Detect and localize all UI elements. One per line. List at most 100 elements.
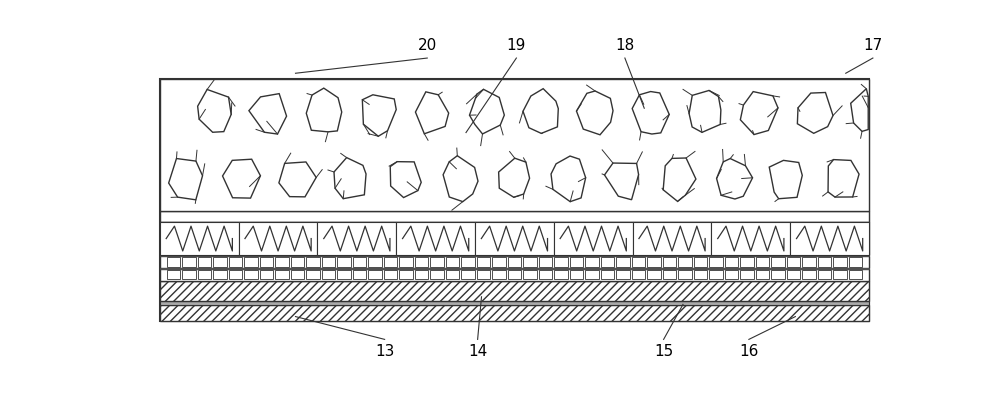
Bar [275, 270, 289, 279]
Bar [756, 270, 769, 279]
Bar [477, 270, 490, 279]
Bar [384, 270, 397, 279]
Bar [492, 270, 506, 279]
Bar [601, 257, 614, 267]
Bar [539, 257, 552, 267]
Bar [399, 257, 413, 267]
Bar [229, 257, 242, 267]
Bar [585, 257, 599, 267]
Bar [306, 257, 320, 267]
Bar [647, 270, 661, 279]
Bar [647, 257, 661, 267]
Bar [787, 270, 800, 279]
Text: 19: 19 [507, 38, 526, 53]
Bar [616, 270, 630, 279]
Bar [632, 270, 645, 279]
Text: 13: 13 [375, 344, 394, 359]
Bar [446, 270, 459, 279]
Bar [399, 270, 413, 279]
Text: 16: 16 [739, 344, 759, 359]
Bar [475, 222, 554, 255]
Text: 14: 14 [468, 344, 487, 359]
Bar [740, 270, 754, 279]
Bar [167, 257, 180, 267]
Bar [678, 270, 692, 279]
Bar [833, 257, 847, 267]
Bar [322, 270, 335, 279]
Bar [213, 270, 227, 279]
Bar [160, 255, 869, 256]
Bar [446, 257, 459, 267]
Bar [802, 257, 816, 267]
Bar [198, 270, 211, 279]
Bar [160, 268, 869, 269]
Text: 18: 18 [615, 38, 635, 53]
Bar [740, 257, 754, 267]
Bar [756, 257, 769, 267]
Bar [461, 257, 475, 267]
Bar [291, 257, 304, 267]
Bar [818, 257, 831, 267]
Bar [694, 270, 707, 279]
Bar [160, 256, 869, 268]
Bar [275, 257, 289, 267]
Bar [160, 79, 869, 211]
Bar [570, 270, 583, 279]
Bar [182, 257, 196, 267]
Bar [384, 257, 397, 267]
Bar [771, 257, 785, 267]
Bar [818, 270, 831, 279]
Text: 15: 15 [654, 344, 673, 359]
Bar [802, 270, 816, 279]
Bar [322, 257, 335, 267]
Bar [663, 270, 676, 279]
Bar [260, 270, 273, 279]
Bar [160, 301, 869, 305]
Bar [415, 257, 428, 267]
Bar [725, 270, 738, 279]
Bar [833, 270, 847, 279]
Bar [244, 257, 258, 267]
Bar [160, 305, 869, 321]
Bar [213, 257, 227, 267]
Bar [260, 257, 273, 267]
Bar [337, 270, 351, 279]
Bar [709, 270, 723, 279]
Bar [368, 270, 382, 279]
Bar [229, 270, 242, 279]
Bar [160, 222, 239, 255]
Bar [477, 257, 490, 267]
Bar [663, 257, 676, 267]
Bar [508, 270, 521, 279]
Bar [160, 211, 869, 222]
Bar [182, 270, 196, 279]
Bar [160, 280, 869, 301]
Bar [291, 270, 304, 279]
Bar [523, 257, 537, 267]
Bar [306, 270, 320, 279]
Bar [353, 257, 366, 267]
Bar [160, 269, 869, 280]
Bar [601, 270, 614, 279]
Bar [709, 257, 723, 267]
Bar [585, 270, 599, 279]
Text: 17: 17 [863, 38, 883, 53]
Bar [198, 257, 211, 267]
Bar [554, 222, 633, 255]
Bar [508, 257, 521, 267]
Bar [396, 222, 475, 255]
Bar [539, 270, 552, 279]
Bar [430, 270, 444, 279]
Bar [711, 222, 790, 255]
Bar [725, 257, 738, 267]
Bar [849, 270, 862, 279]
Bar [337, 257, 351, 267]
Bar [678, 257, 692, 267]
Bar [790, 222, 869, 255]
Bar [616, 257, 630, 267]
Bar [849, 257, 862, 267]
Bar [353, 270, 366, 279]
Bar [633, 222, 711, 255]
Bar [492, 257, 506, 267]
Bar [461, 270, 475, 279]
